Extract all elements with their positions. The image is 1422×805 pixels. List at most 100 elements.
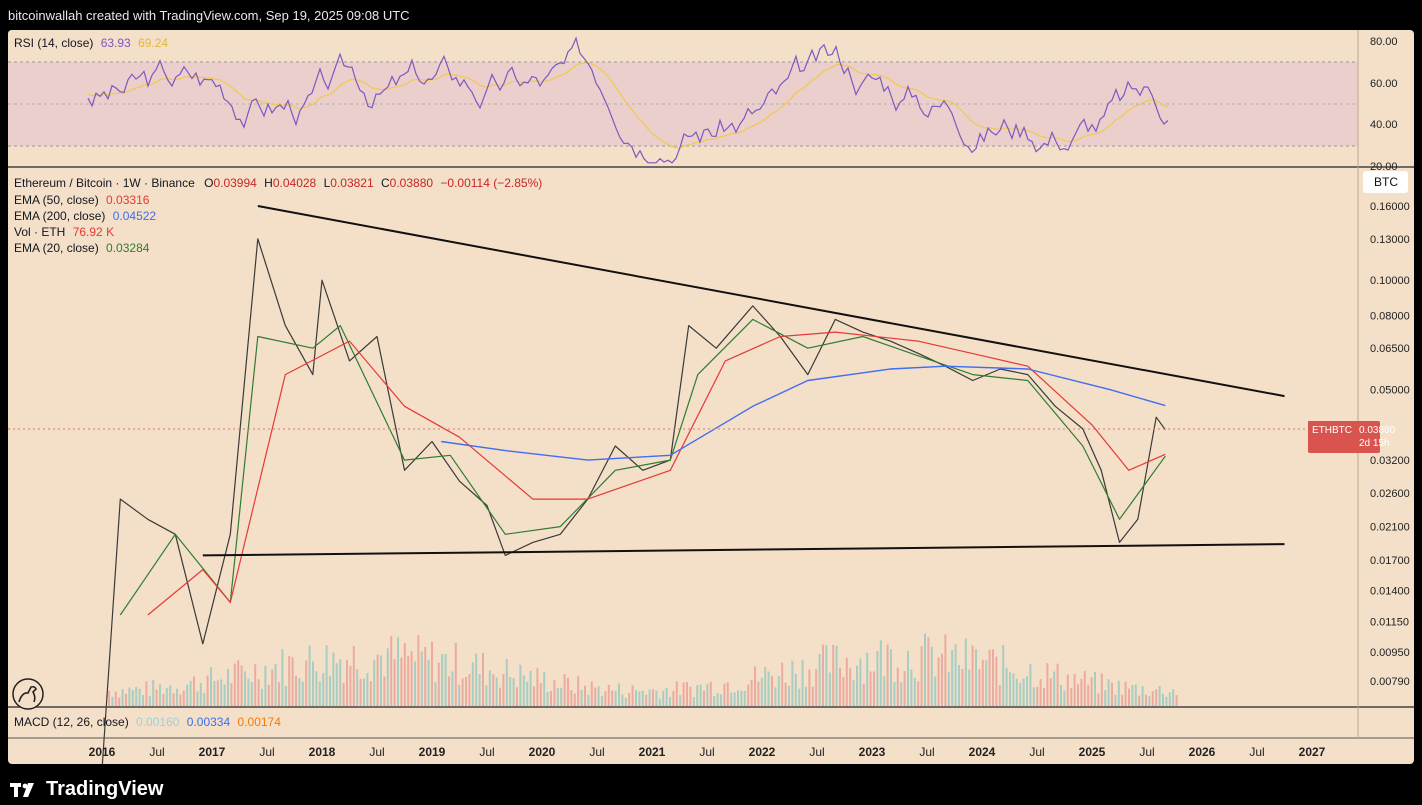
volume-bar [240,665,243,706]
volume-bar [713,695,716,706]
volume-bar [859,658,862,706]
macd-label: MACD (12, 26, close) [14,715,129,729]
indicator-legend-volume[interactable]: Vol · ETH 76.92 K [14,225,114,239]
volume-bar [832,644,835,706]
volume-bar [828,672,831,706]
volume-bar [944,634,947,706]
volume-bar [1172,689,1175,706]
volume-bar [985,660,988,706]
volume-bar [131,690,134,706]
volume-bar [420,651,423,706]
volume-bar [499,687,501,706]
indicator-legend-ema200[interactable]: EMA (200, close) 0.04522 [14,209,156,223]
volume-bar [451,671,454,706]
chart-canvas[interactable]: 80.00 60.00 40.00 20.00 0.160000.130000.… [8,30,1414,764]
volume-bar [869,671,872,706]
volume-bar [1168,692,1171,706]
volume-bar [924,633,926,706]
volume-bar [536,668,539,706]
indicator-label: EMA (20, close) [14,241,99,255]
volume-bar [597,686,600,706]
rsi-legend[interactable]: RSI (14, close) 63.93 69.24 [14,36,168,50]
volume-bar [145,681,148,706]
time-tick: Jul [699,745,714,759]
tradingview-dino-icon[interactable] [12,678,44,710]
volume-bar [1165,696,1168,706]
volume-bar [1131,685,1134,706]
volume-bar [771,675,773,706]
volume-bar [913,678,916,706]
price-tick: 0.10000 [1370,275,1410,287]
volume-bar [359,678,362,706]
volume-bar [601,696,603,706]
time-tick: Jul [589,745,604,759]
volume-bar [366,673,369,706]
volume-bar [624,697,627,706]
volume-bar [890,649,892,706]
volume-bar [227,669,229,706]
volume-bar [907,650,909,706]
volume-bar [308,645,311,706]
volume-bar [1138,695,1141,706]
volume-bar [723,683,726,706]
time-axis[interactable]: 2016 Jul 2017 Jul 2018 Jul 2019 Jul 2020 Jul 2021 J… [89,745,1326,759]
volume-bar [186,684,189,706]
ohlc-open: 0.03994 [213,176,257,190]
tradingview-logo[interactable]: TradingView [10,778,163,801]
volume-bar [335,663,338,706]
volume-bar [1175,695,1178,706]
indicator-legend-ema50[interactable]: EMA (50, close) 0.03316 [14,193,149,207]
price-axis[interactable]: 0.16000 0.13000 0.10000 0.08000 0.06500 0.050… [1370,201,1410,688]
volume-bar [386,648,389,706]
volume-bar [1022,678,1025,706]
volume-bar [896,667,899,706]
indicator-value: 0.03316 [106,193,150,207]
volume-bar [791,660,794,706]
volume-bar [193,676,195,706]
volume-bar [475,653,478,706]
volume-bar [220,679,223,706]
volume-bar [1155,689,1158,706]
volume-bar [849,668,852,706]
volume-bar [995,656,998,706]
brand-name: TradingView [46,778,164,800]
volume-bar [454,643,457,706]
volume-bar [1145,694,1147,706]
volume-bar [482,652,484,706]
volume-bar [468,674,471,706]
symbol-title: Ethereum / Bitcoin · 1W · Binance [14,176,195,190]
currency-box[interactable] [1363,171,1408,193]
volume-bar [1162,693,1164,706]
volume-bar [1053,671,1056,706]
volume-bar [845,657,848,706]
volume-bar [1060,684,1062,706]
volume-bar [652,689,654,706]
volume-bar [825,645,828,706]
volume-bar [301,681,304,706]
volume-bar [920,646,923,706]
volume-bar [703,690,705,706]
volume-bar [533,686,535,706]
volume-bar [281,649,284,706]
series-line [101,238,1166,764]
chart-header: bitcoinwallah created with TradingView.c… [8,8,410,23]
volume-bar [1049,678,1052,706]
volume-bar [998,685,1001,706]
volume-bar [1073,673,1076,706]
price-legend[interactable]: Ethereum / Bitcoin · 1W · Binance O0.039… [14,176,542,190]
volume-bar [509,677,512,706]
volume-bar [757,681,760,706]
price-tick: 0.01150 [1370,617,1409,629]
volume-bar [978,669,981,706]
currency-label: BTC [1374,175,1398,189]
volume-bar [682,682,685,706]
volume-bar [1114,694,1117,706]
volume-bar [380,655,382,706]
macd-legend[interactable]: MACD (12, 26, close) 0.00160 0.00334 0.0… [14,715,281,729]
volume-bar [512,678,515,706]
indicator-legend-ema20[interactable]: EMA (20, close) 0.03284 [14,241,149,255]
volume-bar [216,680,219,706]
indicator-label: Vol · ETH [14,225,66,239]
volume-bar [431,641,433,706]
volume-bar [444,653,447,706]
